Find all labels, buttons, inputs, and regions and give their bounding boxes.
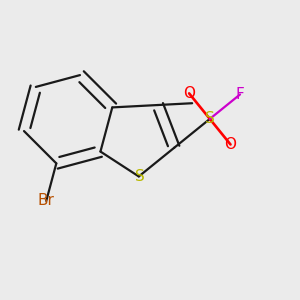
Text: F: F: [236, 87, 244, 102]
Text: S: S: [135, 169, 145, 184]
Text: Br: Br: [38, 194, 55, 208]
Text: S: S: [205, 111, 215, 126]
Text: O: O: [183, 86, 195, 101]
Text: O: O: [224, 137, 236, 152]
